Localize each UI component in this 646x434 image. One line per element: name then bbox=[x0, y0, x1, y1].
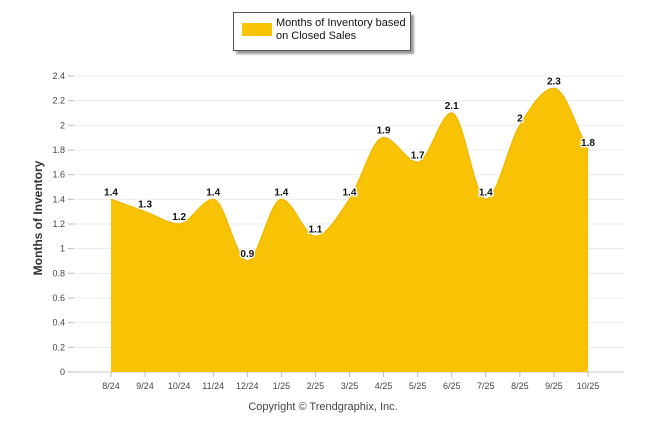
x-tick-label: 5/25 bbox=[409, 381, 427, 391]
y-tick-label: 0.4 bbox=[52, 318, 65, 328]
y-tick-label: 0.6 bbox=[52, 293, 65, 303]
y-axis-ticks: 0 0.2 0.4 0.6 0.8 1 1.2 1.4 1.6 1.8 2 2.2 2.4 bbox=[52, 71, 65, 377]
y-tick-label: 1 bbox=[60, 244, 65, 254]
data-label: 1.4 bbox=[274, 187, 288, 198]
data-labels: 1.4 1.3 1.2 1.4 0.9 1.4 1.1 1.4 1.9 1.7 2.1 1.4 2 2.3… bbox=[103, 75, 597, 261]
y-tick-label: 1.8 bbox=[52, 145, 65, 155]
legend: Months of Inventory based on Closed Sale… bbox=[233, 12, 411, 51]
data-label: 1.3 bbox=[138, 200, 152, 211]
data-label: 1.2 bbox=[172, 212, 186, 223]
data-label: 1.4 bbox=[104, 187, 118, 198]
y-tick-label: 1.2 bbox=[52, 219, 65, 229]
data-label: 2.3 bbox=[547, 76, 561, 87]
y-axis-title: Months of Inventory bbox=[31, 160, 45, 275]
area-series bbox=[110, 87, 589, 372]
data-label: 1.4 bbox=[206, 187, 220, 198]
x-tick-label: 11/24 bbox=[202, 381, 224, 391]
x-tick-label: 9/24 bbox=[136, 381, 154, 391]
x-tick-label: 10/24 bbox=[168, 381, 191, 391]
y-tick-label: 2.4 bbox=[52, 71, 65, 81]
x-axis-ticks: 8/24 9/24 10/24 11/24 12/24 1/25 2/25 3/25 4/25 5… bbox=[102, 372, 599, 391]
x-tick-label: 7/25 bbox=[477, 381, 495, 391]
copyright-text: Copyright © Trendgraphix, Inc. bbox=[248, 401, 398, 413]
data-label: 1.7 bbox=[411, 150, 425, 161]
x-tick-label: 8/24 bbox=[102, 381, 120, 391]
x-tick-label: 12/24 bbox=[236, 381, 259, 391]
y-tick-label: 1.4 bbox=[52, 194, 65, 204]
area-line bbox=[110, 87, 589, 262]
data-label: 2.1 bbox=[445, 101, 459, 112]
legend-label: Months of Inventory based on Closed Sale… bbox=[276, 17, 406, 42]
x-tick-label: 10/25 bbox=[577, 381, 600, 391]
x-tick-label: 4/25 bbox=[375, 381, 393, 391]
area-fill bbox=[111, 88, 588, 372]
x-tick-label: 9/25 bbox=[545, 381, 563, 391]
x-tick-label: 6/25 bbox=[443, 381, 461, 391]
data-label: 1.9 bbox=[377, 126, 391, 137]
data-label: 1.4 bbox=[479, 187, 493, 198]
x-tick-label: 8/25 bbox=[511, 381, 529, 391]
data-label: 2 bbox=[517, 113, 523, 124]
data-label: 0.9 bbox=[240, 249, 254, 260]
x-tick-label: 1/25 bbox=[273, 381, 291, 391]
y-tick-label: 1.6 bbox=[52, 170, 65, 180]
x-tick-label: 2/25 bbox=[307, 381, 325, 391]
data-label: 1.4 bbox=[343, 187, 357, 198]
x-tick-label: 3/25 bbox=[341, 381, 359, 391]
y-tick-label: 0 bbox=[60, 367, 65, 377]
y-tick-label: 0.2 bbox=[52, 342, 65, 352]
y-tick-label: 2.2 bbox=[52, 96, 65, 106]
legend-swatch bbox=[242, 23, 272, 36]
data-label: 1.8 bbox=[581, 138, 595, 149]
data-label: 1.1 bbox=[308, 224, 322, 235]
y-tick-label: 2 bbox=[60, 120, 65, 130]
y-tick-label: 0.8 bbox=[52, 268, 65, 278]
